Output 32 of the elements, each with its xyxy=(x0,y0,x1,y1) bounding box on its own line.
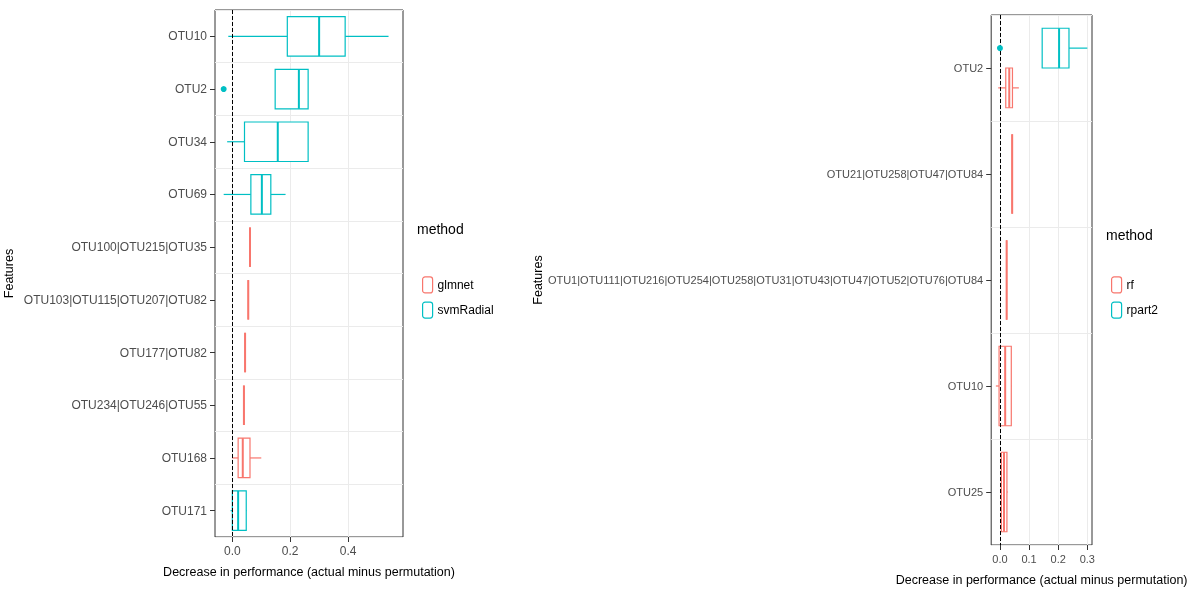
legend-label: glmnet xyxy=(437,277,475,292)
x-tick-label: 0.0 xyxy=(224,544,242,558)
y-tick-label: OTU2 xyxy=(174,82,208,97)
y-tick-label: OTU168 xyxy=(161,450,208,465)
x-tick-label: 0.0 xyxy=(992,552,1008,565)
y-tick-label: OTU69 xyxy=(168,187,208,202)
y-tick-label: OTU34 xyxy=(168,134,208,149)
y-tick-label: OTU10 xyxy=(947,380,984,392)
y-axis-title: Features xyxy=(530,255,545,305)
y-tick-label: OTU1|OTU111|OTU216|OTU254|OTU258|OTU31|OTU43|OTU47|OTU52|OTU76|OTU84 xyxy=(547,274,984,286)
x-tick-label: 0.1 xyxy=(1021,552,1037,565)
x-tick-label: 0.2 xyxy=(281,544,299,558)
y-tick-label: OTU2 xyxy=(953,62,984,74)
legend-label: rf xyxy=(1126,277,1135,292)
y-tick-label: OTU103|OTU115|OTU207|OTU82 xyxy=(23,292,208,307)
y-tick-label: OTU171 xyxy=(161,503,208,518)
y-tick-label: OTU21|OTU258|OTU47|OTU84 xyxy=(826,168,984,180)
y-tick-label: OTU100|OTU215|OTU35 xyxy=(71,240,208,255)
y-axis-title: Features xyxy=(1,248,16,299)
x-tick-label: 0.3 xyxy=(1079,552,1095,565)
x-tick-label: 0.4 xyxy=(339,544,357,558)
y-tick-label: OTU234|OTU246|OTU55 xyxy=(71,398,208,413)
x-tick-label: 0.2 xyxy=(1050,552,1066,565)
y-tick-label: OTU177|OTU82 xyxy=(119,345,208,360)
x-axis-title: Decrease in performance (actual minus permutation) xyxy=(895,572,1188,587)
x-axis-title: Decrease in performance (actual minus permutation) xyxy=(163,564,455,579)
y-tick-label: OTU10 xyxy=(168,29,208,44)
legend-title: method xyxy=(1106,227,1153,243)
y-tick-label: OTU25 xyxy=(947,486,984,498)
legend-label: svmRadial xyxy=(437,303,494,318)
legend-title: method xyxy=(417,220,464,237)
legend-label: rpart2 xyxy=(1126,303,1159,318)
